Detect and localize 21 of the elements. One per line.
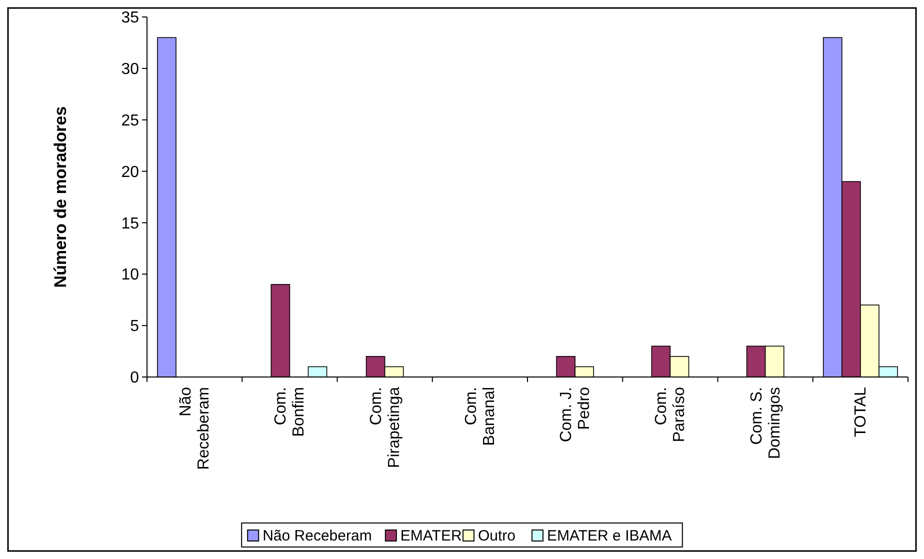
x-tick-label: Com. Bonfim xyxy=(272,387,308,437)
y-tick-label: 35 xyxy=(121,10,140,27)
x-tick-label: Com. Bananal xyxy=(462,387,498,446)
legend-label: EMATER xyxy=(400,528,462,544)
x-tick-label: Com. Pirapetinga xyxy=(368,386,403,468)
y-tick-label: 20 xyxy=(121,164,140,181)
y-axis-title: Número de moradores xyxy=(51,106,70,288)
legend-label: Outro xyxy=(478,528,516,544)
y-tick-label: 25 xyxy=(121,112,140,130)
y-tick-label: 30 xyxy=(121,61,140,78)
x-tick-label: Com. S. Domingos xyxy=(748,387,784,460)
legend-label: EMATER e IBAMA xyxy=(547,528,672,544)
x-tick-label: Com. Paraíso xyxy=(653,386,688,442)
y-tick-label: 15 xyxy=(121,215,140,232)
x-tick-label: TOTAL xyxy=(852,386,870,438)
y-tick-label: 5 xyxy=(130,318,140,336)
legend-label: Não Receberam xyxy=(262,528,372,544)
x-tick-label: Com. J. Pedro xyxy=(558,386,594,442)
y-tick-label: 0 xyxy=(130,370,140,387)
x-tick-label: Não Receberam xyxy=(178,386,213,470)
y-tick-label: 10 xyxy=(121,266,140,284)
